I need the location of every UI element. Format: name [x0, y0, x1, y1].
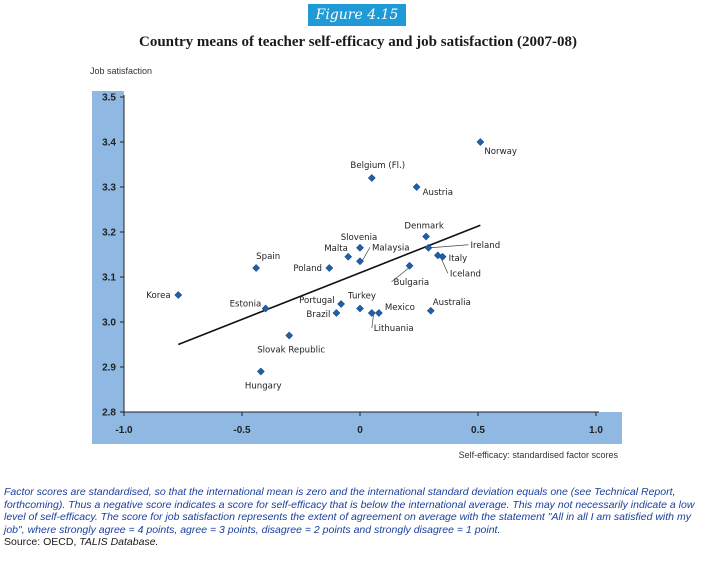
y-axis-label: Job satisfaction	[90, 66, 152, 76]
label-turkey: Turkey	[347, 292, 376, 302]
point-mexico	[374, 309, 383, 317]
point-australia	[426, 306, 435, 315]
point-hungary	[256, 367, 265, 376]
leader-lithuania	[371, 312, 375, 329]
point-slovak-republic	[285, 331, 294, 340]
label-denmark: Denmark	[404, 222, 444, 232]
point-brazil	[332, 309, 341, 317]
x-tick-label: -1.0	[115, 425, 133, 436]
label-italy: Italy	[449, 254, 468, 264]
y-tick-label: 3.5	[102, 93, 116, 104]
label-bulgaria: Bulgaria	[394, 278, 430, 288]
x-tick-label: 0	[357, 425, 363, 436]
y-tick-label: 3.2	[102, 228, 116, 239]
y-axis-band	[92, 91, 124, 444]
point-korea	[174, 291, 183, 299]
label-estonia: Estonia	[230, 300, 262, 310]
label-slovenia: Slovenia	[341, 233, 378, 243]
label-austria: Austria	[423, 188, 453, 198]
notes-text: Factor scores are standardised, so that …	[4, 486, 695, 536]
label-malaysia: Malaysia	[372, 243, 410, 253]
point-portugal	[337, 300, 346, 308]
point-belgium-fl	[367, 174, 376, 182]
label-slovak-republic: Slovak Republic	[257, 346, 325, 356]
label-korea: Korea	[146, 291, 170, 301]
figure-notes: Factor scores are standardised, so that …	[4, 486, 712, 549]
point-poland	[325, 264, 334, 272]
label-mexico: Mexico	[385, 303, 415, 313]
label-norway: Norway	[484, 147, 517, 157]
x-tick-label: -0.5	[233, 425, 251, 436]
point-bulgaria	[405, 261, 414, 270]
chart-title: Country means of teacher self-efficacy a…	[139, 34, 577, 50]
x-axis-band	[92, 412, 622, 444]
label-poland: Poland	[293, 264, 322, 274]
y-tick-label: 3.1	[102, 273, 116, 284]
source-line: Source: OECD, TALIS Database.	[4, 536, 712, 549]
label-brazil: Brazil	[306, 310, 330, 320]
label-ireland: Ireland	[470, 241, 500, 251]
y-tick-label: 2.9	[102, 363, 116, 374]
y-tick-label: 3.3	[102, 183, 116, 194]
label-malta: Malta	[324, 244, 348, 254]
label-hungary: Hungary	[245, 382, 282, 392]
point-norway	[476, 138, 485, 146]
point-estonia	[261, 304, 270, 313]
leader-malaysia	[361, 247, 371, 262]
x-tick-label: 0.5	[471, 425, 485, 436]
scatter-chart: 2.82.93.03.13.23.33.43.5-1.0 -0.5 0 0.5 1.0 …	[90, 66, 622, 460]
x-axis-label: Self-efficacy: standardised factor score…	[459, 450, 619, 460]
point-ireland	[424, 243, 433, 252]
point-iceland	[433, 251, 442, 260]
label-portugal: Portugal	[299, 296, 335, 306]
label-spain: Spain	[256, 252, 280, 262]
point-slovenia	[356, 243, 364, 252]
y-tick-label: 3.0	[102, 318, 116, 329]
leader-bulgaria	[391, 265, 412, 283]
point-malaysia	[356, 257, 364, 266]
point-denmark	[422, 232, 431, 241]
point-austria	[412, 183, 421, 191]
point-turkey	[356, 304, 364, 313]
point-spain	[252, 264, 261, 272]
source-name: TALIS Database.	[79, 536, 159, 548]
figure-label: Figure 4.15	[308, 4, 406, 26]
y-tick-label: 3.4	[102, 138, 116, 149]
label-australia: Australia	[433, 298, 471, 308]
label-iceland: Iceland	[450, 269, 481, 279]
point-lithuania	[367, 309, 376, 317]
trend-line	[177, 224, 481, 346]
leader-ireland	[430, 244, 469, 249]
label-lithuania: Lithuania	[374, 324, 414, 334]
point-malta	[344, 252, 353, 261]
label-belgium-fl: Belgium (Fl.)	[350, 161, 405, 171]
y-tick-label: 2.8	[102, 408, 116, 419]
source-prefix: Source: OECD,	[4, 536, 80, 548]
x-tick-label: 1.0	[589, 425, 603, 436]
